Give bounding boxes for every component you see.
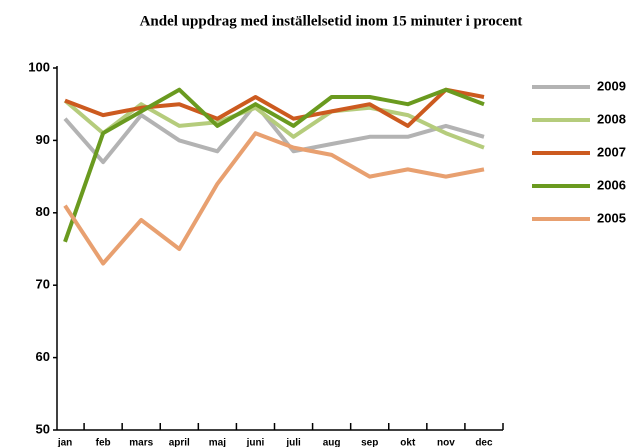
x-tick-label: jan: [57, 438, 72, 447]
series-line: [63, 87, 485, 243]
y-tick-label: 70: [36, 277, 50, 292]
x-tick-label: juli: [285, 438, 301, 447]
legend-label: 2005: [597, 210, 626, 225]
x-tick-label: april: [169, 438, 190, 447]
y-tick-label: 90: [36, 132, 50, 147]
x-tick-label: sep: [361, 438, 378, 447]
x-tick-label: juni: [246, 438, 265, 447]
series-line: [63, 131, 485, 266]
x-tick-label: feb: [96, 438, 111, 447]
x-tick-label: mars: [129, 438, 153, 447]
x-tick-label: maj: [209, 438, 226, 447]
legend-label: 2007: [597, 144, 626, 159]
series-line: [63, 102, 485, 165]
y-tick-label: 80: [36, 204, 50, 219]
x-tick-label: okt: [400, 438, 416, 447]
x-tick-label: nov: [437, 438, 455, 447]
chart-title: Andel uppdrag med inställelsetid inom 15…: [140, 13, 523, 29]
x-tick-label: aug: [323, 438, 341, 447]
legend-label: 2008: [597, 111, 626, 126]
x-tick-label: dec: [475, 438, 493, 447]
y-tick-label: 50: [36, 421, 50, 436]
y-tick-label: 60: [36, 349, 50, 364]
y-tick-label: 100: [28, 59, 50, 74]
series-line: [64, 87, 485, 128]
legend-label: 2009: [597, 78, 626, 93]
legend-label: 2006: [597, 177, 626, 192]
